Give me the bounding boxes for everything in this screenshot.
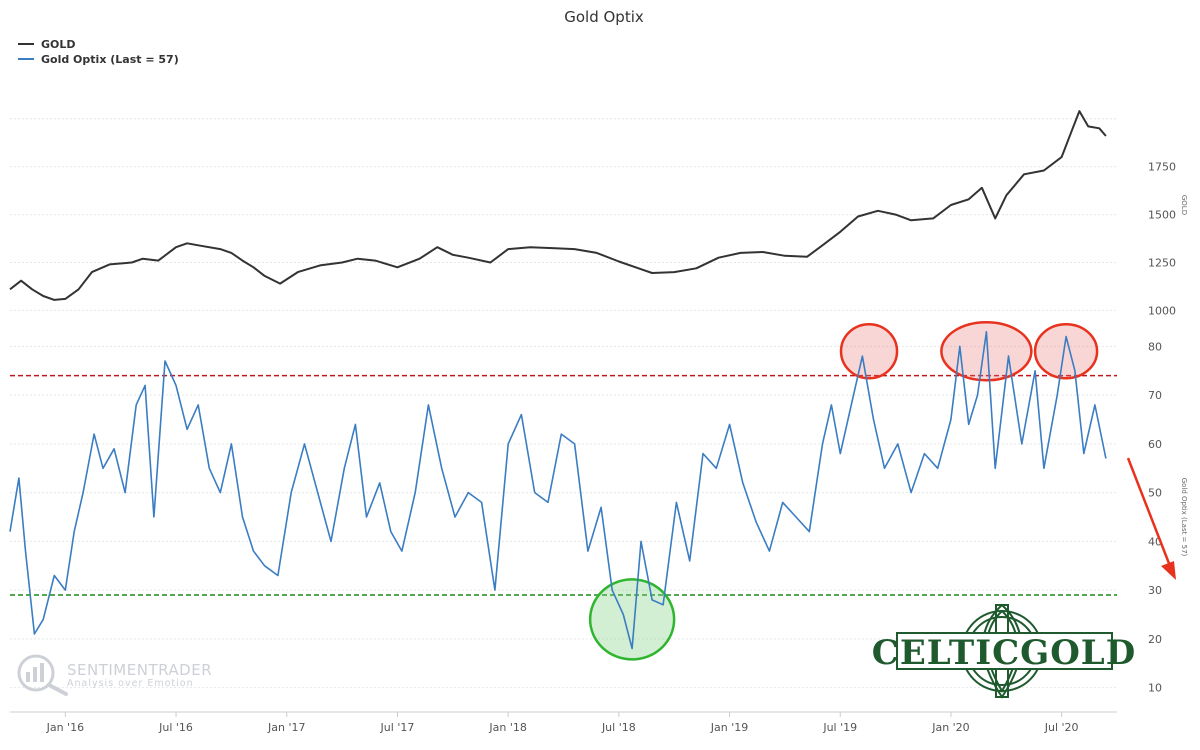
legend: GOLD Gold Optix (Last = 57): [18, 38, 179, 66]
y-tick-label: 20: [1148, 633, 1162, 646]
y-tick-label: 1500: [1148, 209, 1176, 222]
series-line-optix: [9, 330, 1107, 650]
magnifier-icon: [17, 654, 68, 696]
legend-label-optix: Gold Optix (Last = 57): [41, 53, 179, 66]
x-tick-label: Jan '16: [46, 721, 84, 734]
series-lines: [9, 110, 1107, 650]
y-axis-label-optix: Gold Optix (Last = 57): [1180, 478, 1188, 557]
logo-text: CELTICGOLD: [872, 633, 1136, 673]
watermark-tagline: Analysis over Emotion: [67, 678, 194, 689]
series-line-gold: [9, 110, 1107, 301]
chart-title: Gold Optix: [564, 8, 644, 26]
y-tick-label: 60: [1148, 438, 1162, 451]
reference-lines: [10, 374, 1117, 596]
highlight-ellipse-red: [940, 321, 1033, 382]
y-tick-label: 50: [1148, 487, 1162, 500]
x-tick-label: Jul '20: [1044, 721, 1079, 734]
x-tick-label: Jan '17: [267, 721, 305, 734]
legend-label-gold: GOLD: [41, 38, 76, 51]
watermark-name: SENTIMENTRADER: [67, 661, 212, 679]
gridlines: [10, 118, 1117, 689]
y-axis-label-gold: GOLD: [1180, 195, 1188, 215]
y-tick-label: 10: [1148, 682, 1162, 695]
legend-item-optix[interactable]: Gold Optix (Last = 57): [18, 53, 179, 66]
y-tick-label: 1250: [1148, 257, 1176, 270]
highlight-ellipse-green: [588, 578, 676, 661]
x-tick-label: Jul '16: [158, 721, 193, 734]
y-tick-label: 70: [1148, 389, 1162, 402]
y-tick-label: 80: [1148, 340, 1162, 353]
down-arrow-icon: [1126, 457, 1176, 580]
celticgold-logo: CELTICGOLD: [872, 603, 1136, 699]
axes: 10001250150017501020304050607080GOLDGold…: [10, 161, 1188, 734]
x-tick-label: Jul '18: [601, 721, 636, 734]
y-tick-label: 30: [1148, 584, 1162, 597]
highlight-ellipse-red: [1033, 323, 1099, 380]
y-tick-label: 1000: [1148, 304, 1176, 317]
y-tick-label: 1750: [1148, 161, 1176, 174]
x-tick-label: Jan '18: [488, 721, 526, 734]
sentimentrader-watermark: SENTIMENTRADER Analysis over Emotion: [17, 654, 212, 696]
x-tick-label: Jul '19: [822, 721, 857, 734]
highlight-ellipses: [588, 321, 1099, 661]
legend-item-gold[interactable]: GOLD: [18, 38, 76, 51]
x-tick-label: Jul '17: [380, 721, 415, 734]
logo-frame: [896, 632, 1113, 670]
highlight-ellipse-red: [839, 323, 899, 380]
x-tick-label: Jan '20: [931, 721, 969, 734]
x-tick-label: Jan '19: [710, 721, 748, 734]
